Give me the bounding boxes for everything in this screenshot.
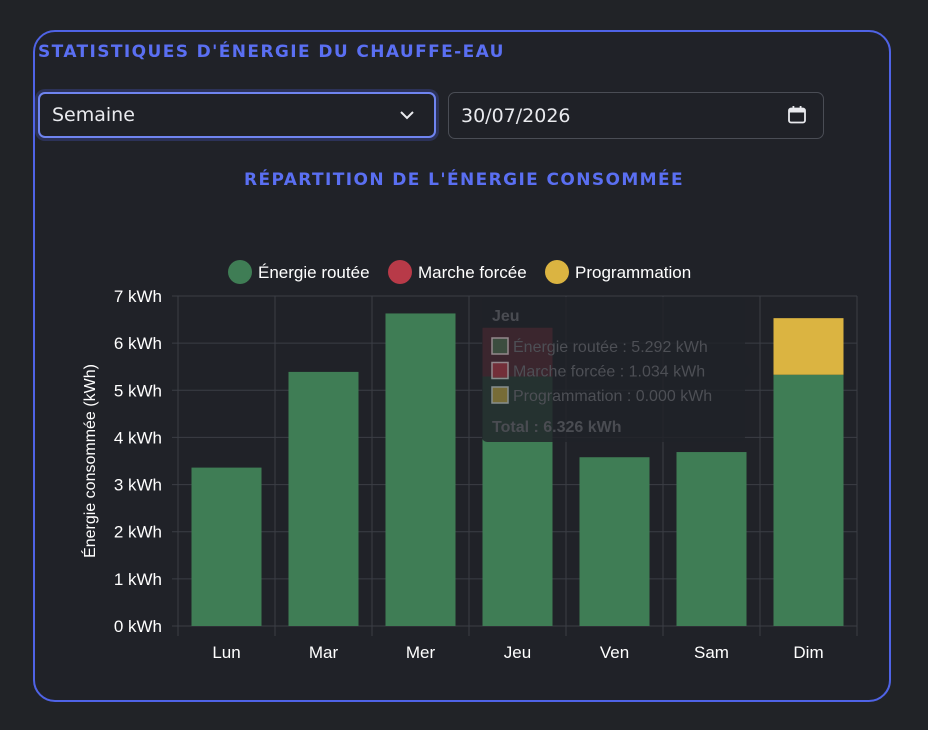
- x-tick-label: Mer: [406, 643, 436, 662]
- x-tick-label: Dim: [793, 643, 823, 662]
- tooltip-line: Programmation : 0.000 kWh: [513, 388, 712, 405]
- tooltip-swatch: [491, 337, 509, 355]
- date-input[interactable]: 30/07/2026: [448, 92, 824, 139]
- bar-sam-nergie-rout-e[interactable]: [676, 452, 747, 626]
- y-tick-label: 6 kWh: [114, 334, 162, 353]
- bar-dim-programmation[interactable]: [773, 318, 844, 375]
- tooltip-line: Marche forcée : 1.034 kWh: [513, 364, 705, 381]
- chevron-down-icon: [398, 106, 416, 129]
- tooltip-box: [482, 297, 745, 442]
- legend-label[interactable]: Programmation: [575, 263, 691, 282]
- tooltip-swatch: [491, 361, 509, 380]
- bar-ven-nergie-rout-e[interactable]: [579, 457, 650, 626]
- calendar-icon[interactable]: [787, 105, 807, 130]
- y-tick-label: 1 kWh: [114, 570, 162, 589]
- tooltip-pointer: [745, 364, 752, 378]
- date-input-value: 30/07/2026: [461, 104, 571, 127]
- card-title: STATISTIQUES D'ÉNERGIE DU CHAUFFE-EAU: [38, 42, 505, 62]
- legend-label[interactable]: Marche forcée: [418, 263, 527, 282]
- x-tick-label: Ven: [600, 643, 629, 662]
- tooltip-total: Total : 6.326 kWh: [492, 419, 622, 436]
- y-tick-label: 2 kWh: [114, 523, 162, 542]
- energy-stats-card: [33, 30, 891, 702]
- y-tick-label: 0 kWh: [114, 617, 162, 636]
- legend-label[interactable]: Énergie routée: [258, 263, 370, 282]
- legend-swatch: [228, 260, 252, 284]
- bar-lun-nergie-rout-e[interactable]: [191, 467, 262, 626]
- chart-title: RÉPARTITION DE L'ÉNERGIE CONSOMMÉE: [243, 170, 685, 190]
- x-tick-label: Sam: [694, 643, 729, 662]
- bar-mer-nergie-rout-e[interactable]: [385, 313, 456, 626]
- legend-swatch: [545, 260, 569, 284]
- period-select[interactable]: Semaine: [38, 92, 436, 138]
- period-select-value: Semaine: [52, 104, 135, 126]
- y-tick-label: 4 kWh: [114, 428, 162, 447]
- x-tick-label: Jeu: [504, 643, 531, 662]
- tooltip-line: Énergie routée : 5.292 kWh: [513, 337, 708, 356]
- x-tick-label: Mar: [309, 643, 339, 662]
- legend-swatch: [388, 260, 412, 284]
- bar-dim-nergie-rout-e[interactable]: [773, 374, 844, 626]
- y-tick-label: 3 kWh: [114, 476, 162, 495]
- bar-mar-nergie-rout-e[interactable]: [288, 371, 359, 626]
- y-axis-label: Énergie consommée (kWh): [80, 364, 99, 558]
- y-tick-label: 5 kWh: [114, 381, 162, 400]
- tooltip-swatch: [491, 386, 509, 404]
- tooltip-title: Jeu: [492, 308, 520, 325]
- x-tick-label: Lun: [212, 643, 240, 662]
- y-tick-label: 7 kWh: [114, 287, 162, 306]
